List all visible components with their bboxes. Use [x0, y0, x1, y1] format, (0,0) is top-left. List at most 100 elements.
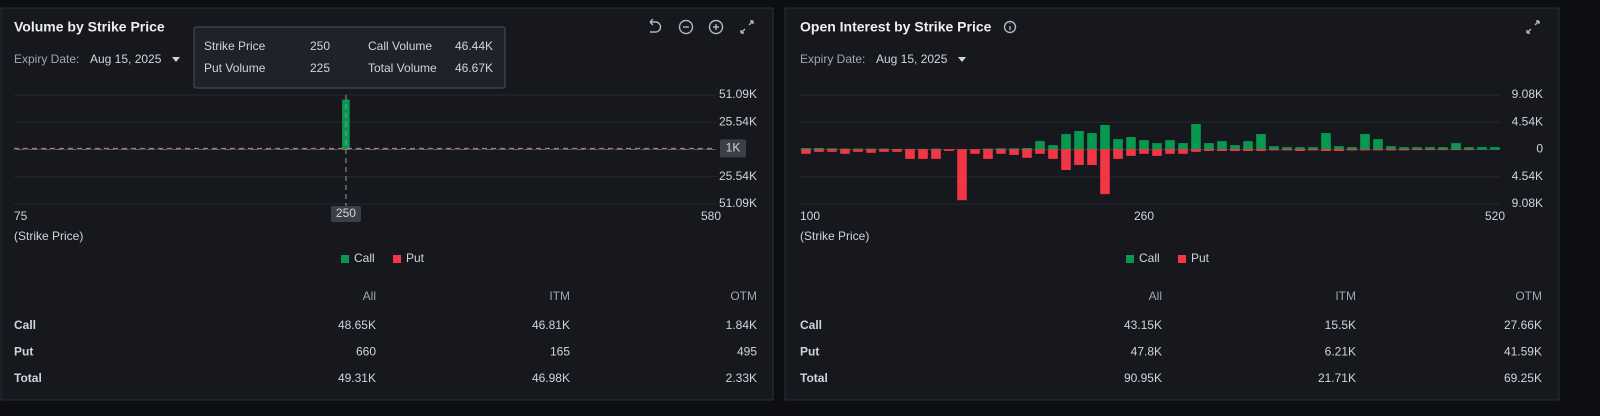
table-cell: 48.65K	[338, 318, 376, 332]
legend-swatch[interactable]	[1178, 255, 1186, 263]
bar	[1347, 147, 1357, 150]
y-tick-label: 0	[1536, 142, 1543, 156]
bar	[1412, 147, 1422, 150]
expand-icon[interactable]	[1526, 20, 1540, 34]
bar	[996, 149, 1006, 154]
table-cell: 15.5K	[1325, 318, 1356, 332]
tooltip-text: Call Volume	[368, 39, 432, 53]
expiry-select[interactable]: Aug 15, 2025	[90, 52, 162, 66]
table-row-label: Total	[800, 371, 828, 385]
panel-title: Volume by Strike Price	[14, 19, 165, 35]
bar	[1230, 145, 1240, 150]
bar	[1282, 147, 1292, 150]
bar	[905, 149, 915, 159]
bar	[1477, 147, 1487, 150]
bar	[1217, 149, 1227, 152]
bar	[1100, 149, 1110, 195]
table-cell: 165	[550, 345, 570, 359]
bar	[1295, 147, 1305, 150]
bar	[1360, 134, 1370, 150]
crosshair-x-box	[330, 206, 361, 222]
bar	[1321, 133, 1331, 150]
tooltip-text: Strike Price	[204, 39, 266, 53]
bar	[957, 149, 967, 201]
x-tick-label: 520	[1485, 209, 1505, 223]
table-cell: 90.95K	[1124, 371, 1162, 385]
bar	[879, 149, 889, 152]
expiry-select[interactable]: Aug 15, 2025	[876, 52, 948, 66]
x-tick-label: 250	[336, 206, 356, 220]
zoom-out-icon[interactable]	[678, 19, 694, 35]
legend-label[interactable]: Put	[406, 251, 425, 265]
bar	[1035, 149, 1045, 154]
bar	[840, 149, 850, 154]
bar	[827, 149, 837, 152]
x-tick-label: 75	[14, 209, 28, 223]
bar	[1178, 143, 1188, 150]
bar	[1022, 149, 1032, 158]
bar	[1217, 141, 1227, 150]
tooltip-text: 250	[310, 39, 330, 53]
bar	[1360, 149, 1370, 151]
bar	[944, 149, 954, 152]
crosshair-y-label: 1K	[726, 141, 741, 155]
table-cell: 2.33K	[726, 371, 757, 385]
bar	[983, 149, 993, 159]
reset-icon[interactable]	[649, 18, 662, 33]
table-header: OTM	[1515, 289, 1542, 303]
bar	[1009, 149, 1019, 155]
bar	[1152, 143, 1162, 150]
bar	[1165, 140, 1175, 150]
bar	[1490, 147, 1500, 150]
legend-swatch[interactable]	[1126, 255, 1134, 263]
bar	[1178, 149, 1188, 154]
bar	[1256, 149, 1266, 152]
table-cell: 27.66K	[1504, 318, 1542, 332]
bar	[1204, 143, 1214, 150]
legend-swatch[interactable]	[341, 255, 349, 263]
bar	[931, 149, 941, 159]
table-cell: 47.8K	[1131, 345, 1162, 359]
table-header: ITM	[549, 289, 570, 303]
y-tick-label: 51.09K	[719, 196, 757, 210]
tooltip-text: 46.67K	[455, 61, 493, 75]
bar	[1126, 149, 1136, 156]
bar	[1113, 149, 1123, 159]
table-header: All	[1149, 289, 1162, 303]
expand-icon[interactable]	[740, 20, 754, 34]
table-cell: 69.25K	[1504, 371, 1542, 385]
legend-swatch[interactable]	[393, 255, 401, 263]
table-cell: 46.81K	[532, 318, 570, 332]
bar	[1373, 149, 1383, 151]
bar	[970, 149, 980, 154]
bar	[1386, 149, 1396, 151]
bar	[1308, 147, 1318, 150]
y-tick-label: 9.08K	[1512, 196, 1543, 210]
legend-label[interactable]: Call	[1139, 251, 1160, 265]
table-cell: 495	[737, 345, 757, 359]
legend-label[interactable]: Call	[354, 251, 375, 265]
bar	[1048, 145, 1058, 150]
table-header: All	[363, 289, 376, 303]
bar	[1334, 146, 1344, 150]
bar	[1399, 149, 1409, 151]
table-cell: 43.15K	[1124, 318, 1162, 332]
legend-label[interactable]: Put	[1191, 251, 1210, 265]
table-cell: 660	[356, 345, 376, 359]
table-cell: 49.31K	[338, 371, 376, 385]
tooltip	[193, 26, 506, 89]
table-cell: 21.71K	[1318, 371, 1356, 385]
bar	[853, 149, 863, 152]
bar	[1100, 125, 1110, 150]
zoom-in-icon[interactable]	[708, 19, 724, 35]
bar	[1282, 149, 1292, 151]
info-icon[interactable]	[1003, 20, 1017, 34]
x-tick-label: 100	[800, 209, 820, 223]
bar	[1152, 149, 1162, 156]
bar	[1256, 134, 1266, 150]
table-header: OTM	[730, 289, 757, 303]
bar	[1451, 143, 1461, 150]
crosshair-y-box	[720, 139, 746, 158]
